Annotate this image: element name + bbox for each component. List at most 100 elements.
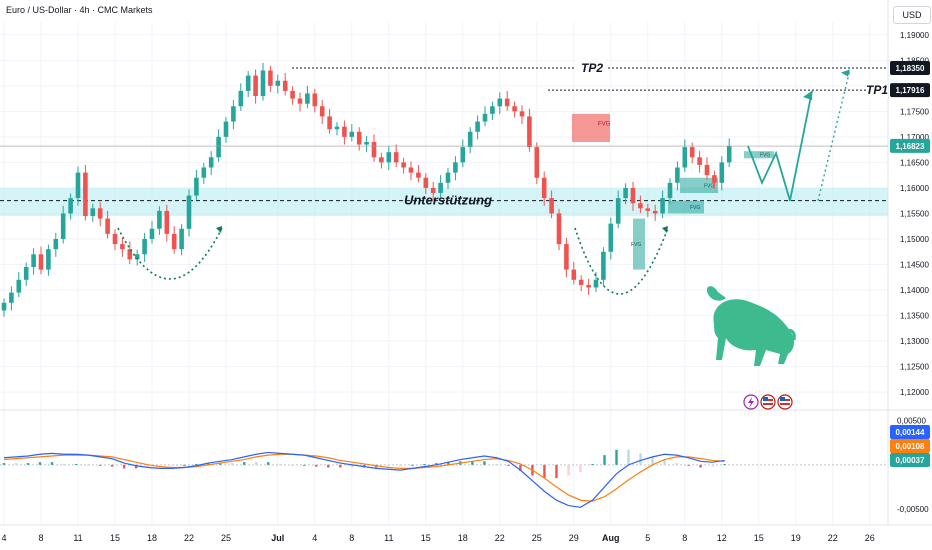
macd-histogram-bar: [14, 463, 18, 465]
date-tick-label: 11: [73, 533, 82, 543]
price-badge: [890, 60, 930, 75]
fvg-label: FVG: [631, 242, 641, 248]
candle: [408, 161, 414, 181]
fvg-box-green: [633, 218, 645, 270]
macd-histogram-bar: [315, 464, 318, 467]
candle: [260, 62, 266, 101]
candle-body: [704, 164, 710, 176]
candle-body: [16, 279, 22, 293]
price-badge-label: 1,16823: [896, 142, 925, 151]
candle: [726, 138, 732, 167]
candle: [179, 224, 184, 256]
macd-badge: [890, 425, 930, 439]
candle-body: [482, 113, 488, 122]
macd-histogram-bar: [267, 462, 270, 465]
fvg-box-red: [572, 113, 610, 142]
candle: [689, 142, 695, 164]
candle: [186, 189, 192, 237]
candle: [490, 101, 495, 121]
candle-body: [305, 93, 310, 104]
projection-path: [747, 90, 813, 201]
date-tick-label: 15: [754, 533, 764, 543]
candle: [194, 170, 199, 201]
macd-histogram-bar: [110, 464, 114, 467]
candle: [327, 108, 332, 134]
candle: [75, 166, 81, 206]
candle-body: [186, 195, 192, 229]
candle-body: [9, 292, 14, 303]
candle: [379, 152, 384, 169]
candle-body: [179, 228, 184, 250]
date-tick-label: 8: [682, 533, 687, 543]
candle-body: [349, 131, 355, 137]
candle: [423, 173, 429, 195]
price-tick-label: 1,19000: [900, 31, 929, 40]
price-tick-label: 1,14500: [900, 261, 929, 270]
price-tick-label: 1,18500: [900, 56, 929, 65]
macd-histogram-bar: [483, 461, 486, 465]
candle-body: [660, 198, 665, 214]
candle-body: [630, 187, 636, 204]
macd-histogram-bar: [158, 464, 162, 467]
date-tick-label: 29: [569, 533, 579, 543]
candle-body: [342, 126, 347, 137]
arc-left: [117, 227, 223, 280]
date-tick-label: 4: [312, 533, 317, 543]
candle-body: [623, 187, 628, 199]
candle: [660, 190, 665, 219]
candle: [719, 156, 725, 191]
date-tick-label: 5: [645, 533, 650, 543]
candle: [356, 127, 362, 151]
macd-histogram-bar: [339, 464, 342, 468]
macd-histogram-bar: [615, 449, 618, 465]
candle: [38, 246, 44, 275]
fvg-label: FVG: [690, 205, 700, 211]
candle-body: [682, 147, 688, 168]
candle: [112, 229, 118, 251]
currency-button[interactable]: USD: [893, 6, 931, 24]
lightning-icon: [743, 394, 759, 410]
candle-body: [497, 98, 503, 107]
candle: [68, 193, 73, 220]
candle: [460, 139, 466, 167]
candle-body: [601, 251, 606, 280]
price-tick-label: 1,16000: [900, 184, 929, 193]
candle: [467, 127, 473, 154]
candle-body: [245, 75, 251, 91]
candle-body: [534, 147, 540, 178]
macd-histogram-bar: [675, 463, 678, 465]
candle-body: [386, 152, 392, 163]
tp1-label-bg: [866, 82, 888, 99]
candle-body: [83, 172, 88, 216]
candle: [623, 183, 628, 205]
candle-body: [312, 93, 318, 107]
macd-histogram-bar: [86, 464, 90, 466]
price-tick-label: 1,12500: [900, 363, 929, 372]
macd-badge-label: 0,00037: [896, 456, 925, 465]
candle-body: [105, 218, 110, 234]
date-tick-label: 25: [221, 533, 231, 543]
candle-body: [689, 147, 695, 158]
candle: [53, 232, 59, 257]
candle: [578, 275, 584, 292]
candle-body: [112, 233, 118, 245]
candle: [512, 101, 517, 118]
macd-histogram-bar: [74, 463, 78, 465]
candle-body: [334, 126, 340, 130]
date-tick-label: 18: [458, 533, 468, 543]
macd-histogram-bar: [182, 464, 186, 466]
candle-body: [438, 182, 443, 194]
candle-body: [564, 244, 569, 270]
candle-body: [1, 302, 7, 311]
candle: [1, 298, 7, 317]
candle: [430, 181, 436, 201]
macd-histogram-bar: [687, 464, 690, 466]
macd-histogram-bar: [423, 463, 426, 465]
candle: [556, 208, 562, 251]
tp2-label-bg: [576, 59, 606, 76]
macd-badge: [890, 453, 930, 467]
candle: [682, 139, 688, 173]
candle-body: [290, 90, 295, 99]
candle-body: [260, 70, 266, 97]
